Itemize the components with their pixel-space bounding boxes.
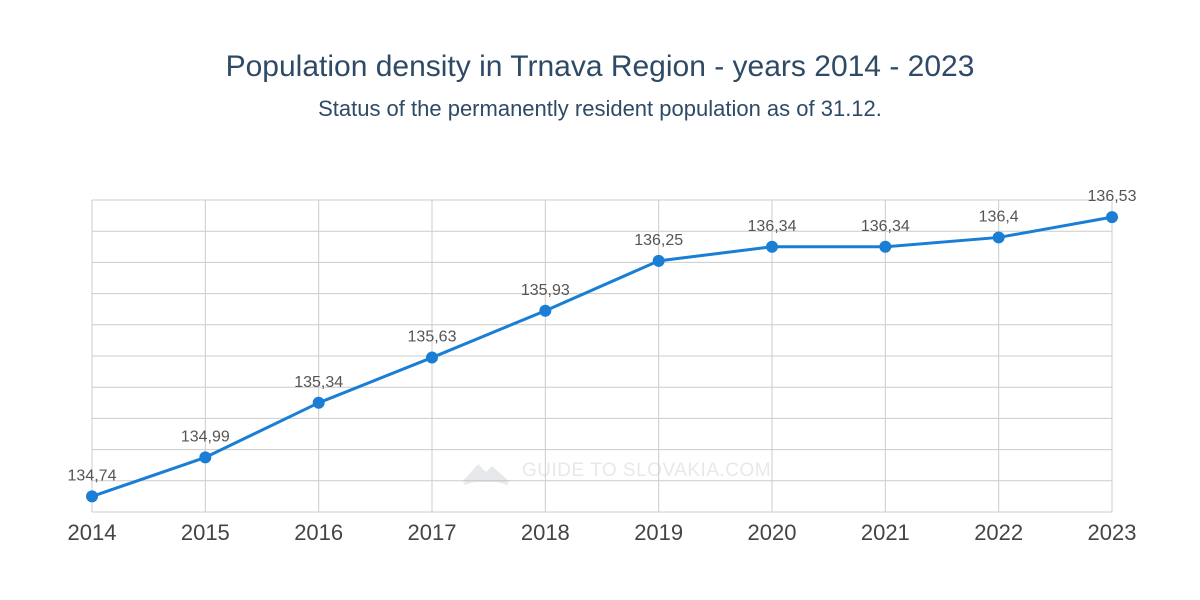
data-label: 135,34 <box>294 374 343 391</box>
data-point <box>426 351 438 364</box>
data-point <box>652 254 665 267</box>
data-point <box>312 396 325 409</box>
data-label: 136,34 <box>861 218 910 235</box>
mountain-logo-icon <box>462 464 510 485</box>
data-point <box>992 231 1005 244</box>
data-point <box>879 240 892 253</box>
data-label: 135,63 <box>408 329 457 346</box>
chart-title: Population density in Trnava Region - ye… <box>225 50 975 83</box>
data-point <box>1106 211 1118 224</box>
data-label: 136,53 <box>1088 188 1137 205</box>
x-tick-label: 2019 <box>634 520 683 545</box>
data-point <box>199 451 212 464</box>
chart-subtitle: Status of the permanently resident popul… <box>318 96 882 121</box>
data-point <box>766 240 778 253</box>
x-tick-label: 2015 <box>181 520 230 545</box>
x-tick-label: 2021 <box>861 520 910 545</box>
data-point <box>539 304 552 317</box>
series-line <box>91 215 1113 498</box>
data-label: 136,34 <box>748 218 797 235</box>
watermark-text: GUIDE TO SLOVAKIA.COM <box>522 460 772 481</box>
x-tick-label: 2020 <box>748 520 797 545</box>
x-tick-label: 2023 <box>1088 520 1137 545</box>
x-tick-label: 2022 <box>974 520 1023 545</box>
watermark: GUIDE TO SLOVAKIA.COM <box>460 456 771 486</box>
data-label: 136,25 <box>634 232 683 249</box>
x-tick-label: 2018 <box>521 520 570 545</box>
data-label: 134,99 <box>181 428 230 445</box>
x-tick-label: 2016 <box>294 520 343 545</box>
data-label: 135,93 <box>521 282 570 299</box>
data-label: 136,4 <box>979 208 1019 225</box>
x-tick-label: 2017 <box>408 520 457 545</box>
data-point <box>86 490 98 503</box>
data-label: 134,74 <box>68 467 117 484</box>
x-tick-label: 2014 <box>68 520 117 545</box>
